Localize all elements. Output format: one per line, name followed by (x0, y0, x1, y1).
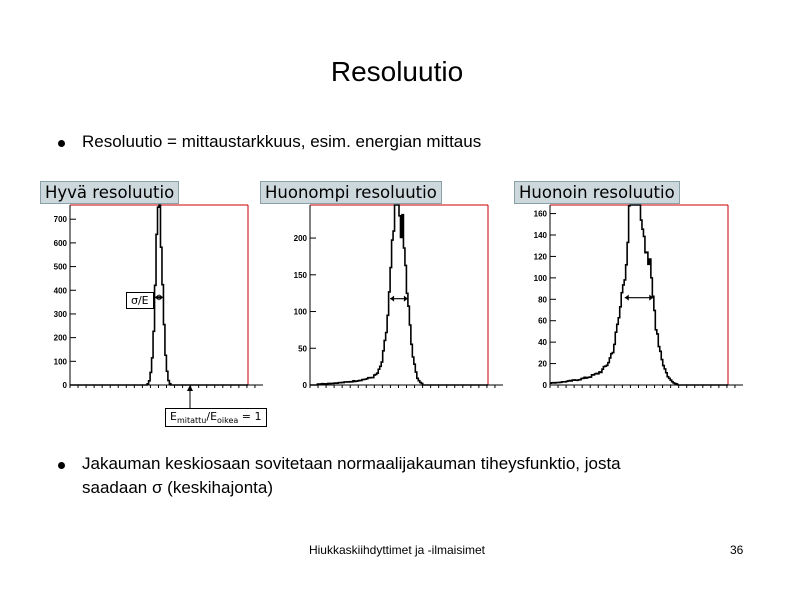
bullet-dot (58, 462, 65, 469)
y-tick-label: 20 (538, 360, 547, 369)
sigma-arrow-right (159, 294, 164, 301)
y-tick-label: 300 (54, 310, 68, 319)
bullet-text-2b: saadaan σ (keskihajonta) (82, 478, 273, 497)
chart-title-worse: Huonompi resoluutio (260, 181, 442, 204)
footer-text: Hiukkaskiihdyttimet ja -ilmaisimet (308, 543, 486, 557)
y-tick-label: 100 (294, 308, 308, 317)
y-tick-label: 50 (298, 344, 307, 353)
histogram-series (550, 204, 728, 386)
chart-title-worst: Huonoin resoluutio (514, 181, 680, 204)
ratio-label: Emitattu/Eoikea = 1 (165, 408, 267, 428)
y-tick-label: 100 (534, 274, 548, 283)
sigma-arrow-left (154, 294, 159, 301)
sigma-arrow-right (649, 294, 654, 301)
ratio-sub-measured: mitattu (176, 416, 207, 426)
sigma-arrow-left (624, 294, 629, 301)
ratio-sub-true: oikea (217, 416, 239, 426)
bullet-text-1: Resoluutio = mittaustarkkuus, esim. ener… (82, 132, 482, 151)
chart-worst: 0 20 40 60 80 100 120 140 160 (534, 204, 743, 390)
histogram-series (310, 204, 488, 386)
y-tick-label: 160 (534, 210, 548, 219)
y-tick-label: 120 (534, 252, 548, 261)
histogram-series (70, 204, 248, 386)
chart-worse: 0 50 100 150 200 (294, 204, 503, 390)
bullet-dot (58, 140, 65, 147)
chart-title-good: Hyvä resoluutio (40, 181, 180, 204)
y-tick-label: 150 (294, 271, 308, 280)
y-tick-label: 140 (534, 231, 548, 240)
y-tick-label: 700 (54, 215, 68, 224)
sigma-label: σ/E (126, 292, 154, 309)
y-tick-label: 0 (543, 381, 548, 390)
page-number: 36 (730, 543, 744, 557)
bullet-text-2a: Jakauman keskiosaan sovitetaan normaalij… (82, 454, 621, 473)
y-tick-label: 400 (54, 286, 68, 295)
y-tick-label: 80 (538, 295, 547, 304)
y-tick-label: 200 (54, 334, 68, 343)
sigma-arrow-right (403, 295, 408, 302)
y-tick-label: 500 (54, 263, 68, 272)
y-tick-label: 600 (54, 239, 68, 248)
slide-title: Resoluutio (330, 56, 464, 87)
y-tick-label: 60 (538, 317, 547, 326)
chart-good: 0 100 200 300 400 500 600 700 (54, 204, 263, 390)
y-tick-label: 40 (538, 338, 547, 347)
ratio-pointer (187, 385, 193, 408)
y-tick-label: 200 (294, 234, 308, 243)
y-tick-label: 0 (63, 381, 68, 390)
y-tick-label: 0 (303, 381, 308, 390)
sigma-arrow-left (390, 295, 395, 302)
y-tick-label: 100 (54, 357, 68, 366)
